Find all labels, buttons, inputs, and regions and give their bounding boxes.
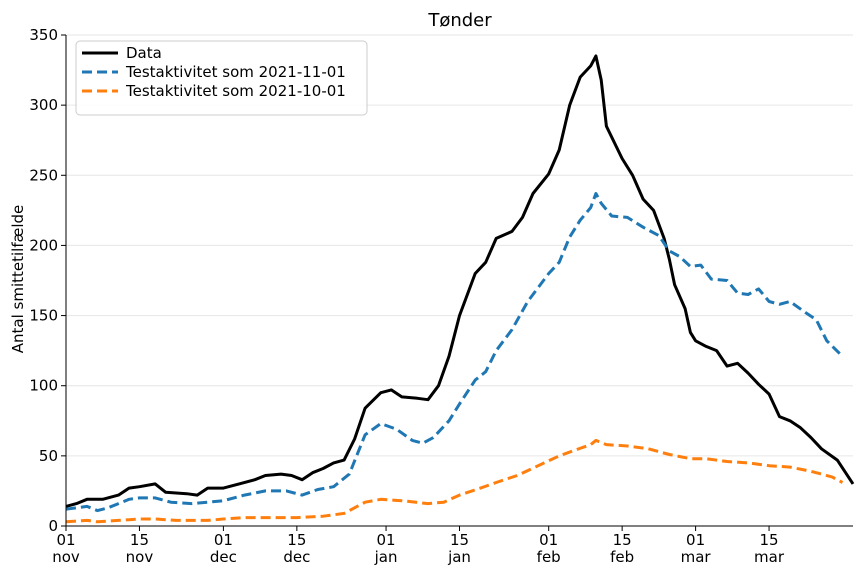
y-tick-label: 50 — [39, 447, 58, 465]
x-tick-label-day: 15 — [760, 531, 779, 549]
y-tick-label: 100 — [29, 377, 58, 395]
x-tick-label-month: dec — [283, 548, 310, 566]
chart-title: Tønder — [427, 10, 492, 31]
x-tick-label-day: 01 — [686, 531, 705, 549]
y-tick-label: 0 — [48, 517, 58, 535]
y-tick-label: 350 — [29, 26, 58, 44]
x-tick-label-day: 15 — [130, 531, 149, 549]
axes — [61, 34, 853, 531]
tick-labels: 05010015020025030035001nov15nov01dec15de… — [29, 26, 785, 566]
x-tick-label-day: 01 — [376, 531, 395, 549]
series-line-2 — [65, 192, 844, 513]
x-tick-label-month: mar — [681, 548, 712, 566]
x-tick-label-day: 15 — [450, 531, 469, 549]
x-tick-label-day: 01 — [539, 531, 558, 549]
x-tick-label-month: mar — [754, 548, 785, 566]
x-tick-label-day: 01 — [214, 531, 233, 549]
x-tick-label-month: nov — [126, 548, 154, 566]
x-tick-label-day: 15 — [287, 531, 306, 549]
legend-label: Testaktivitet som 2021-10-01 — [125, 82, 346, 100]
legend-box — [75, 40, 368, 116]
legend-label: Testaktivitet som 2021-11-01 — [125, 63, 346, 81]
series-line-1 — [65, 54, 855, 508]
y-tick-label: 150 — [29, 307, 58, 325]
y-tick-label: 200 — [29, 236, 58, 254]
x-tick-label-month: jan — [374, 548, 398, 566]
series-lines — [65, 54, 855, 524]
legend-label: Data — [126, 44, 162, 62]
y-tick-label: 300 — [29, 96, 58, 114]
series-line-3 — [65, 438, 844, 524]
x-tick-label-month: nov — [52, 548, 80, 566]
x-tick-label-day: 15 — [613, 531, 632, 549]
x-tick-label-month: jan — [447, 548, 471, 566]
x-tick-label-month: feb — [610, 548, 634, 566]
y-axis-label: Antal smittetilfælde — [9, 205, 27, 354]
y-tick-label: 250 — [29, 166, 58, 184]
x-tick-label-day: 01 — [56, 531, 75, 549]
x-tick-label-month: feb — [537, 548, 561, 566]
x-tick-label-month: dec — [210, 548, 237, 566]
